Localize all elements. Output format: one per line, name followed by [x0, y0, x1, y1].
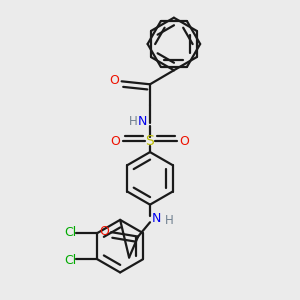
Text: H: H	[165, 214, 174, 227]
Text: O: O	[99, 225, 109, 238]
Text: Cl: Cl	[64, 254, 76, 267]
Text: S: S	[146, 134, 154, 148]
Text: O: O	[179, 134, 189, 148]
Text: O: O	[109, 74, 119, 87]
Text: O: O	[111, 134, 121, 148]
Text: Cl: Cl	[64, 226, 76, 238]
Text: H: H	[129, 115, 138, 128]
Text: N: N	[138, 115, 147, 128]
Text: N: N	[151, 212, 161, 225]
